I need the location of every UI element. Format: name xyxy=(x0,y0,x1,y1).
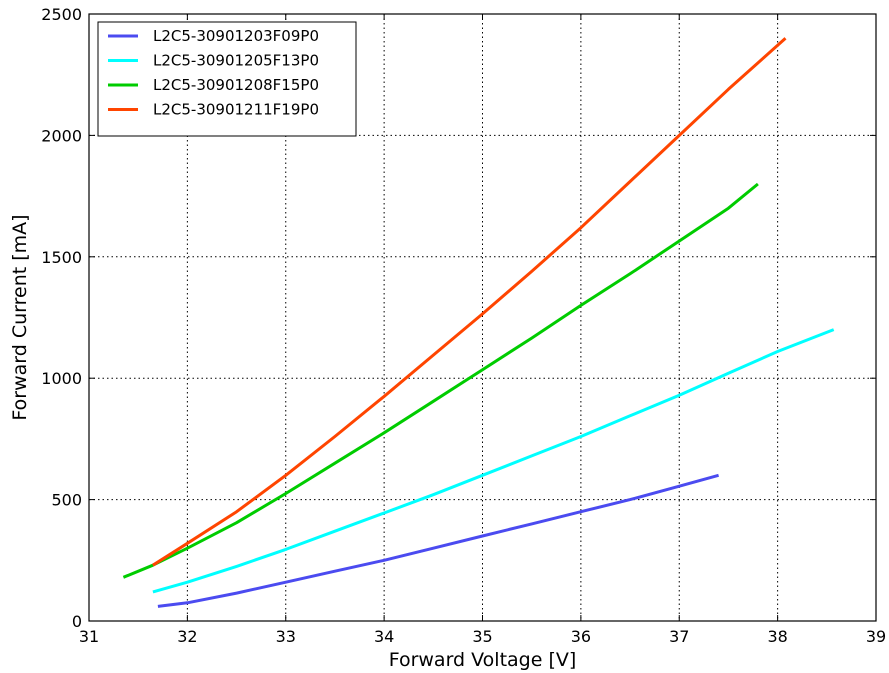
x-tick-labels: 31 32 33 34 35 36 37 38 39 xyxy=(79,627,886,646)
x-tick-label: 32 xyxy=(177,627,197,646)
series-line-1 xyxy=(157,473,720,608)
series-lines xyxy=(122,37,835,608)
legend-label: L2C5-30901211F19P0 xyxy=(153,101,319,119)
y-tick-label: 1500 xyxy=(41,248,82,267)
x-tick-label: 37 xyxy=(669,627,689,646)
legend-label: L2C5-30901205F13P0 xyxy=(153,52,319,70)
series-line-3 xyxy=(122,182,759,579)
series-line-2 xyxy=(152,328,835,594)
y-tick-label: 2000 xyxy=(41,126,82,145)
y-tick-label: 500 xyxy=(51,491,82,510)
x-tick-label: 35 xyxy=(472,627,492,646)
legend-label: L2C5-30901208F15P0 xyxy=(153,76,319,94)
legend-box xyxy=(97,21,357,137)
x-tick-label: 38 xyxy=(767,627,787,646)
y-tick-label: 2500 xyxy=(41,5,82,24)
y-tick-label: 1000 xyxy=(41,369,82,388)
x-tick-label: 36 xyxy=(571,627,591,646)
series-line-4 xyxy=(152,37,787,567)
x-tick-label: 33 xyxy=(276,627,296,646)
x-tick-label: 31 xyxy=(79,627,99,646)
legend-label: L2C5-30901203F09P0 xyxy=(153,27,319,45)
y-tick-label: 0 xyxy=(72,612,82,631)
x-axis-label: Forward Voltage [V] xyxy=(389,649,577,671)
x-tick-label: 34 xyxy=(374,627,394,646)
x-tick-label: 39 xyxy=(866,627,886,646)
plot-frame xyxy=(88,13,877,622)
legend: L2C5-30901203F09P0 L2C5-30901205F13P0 L2C5… xyxy=(97,21,357,137)
y-tick-labels: 0 500 1000 1500 2000 2500 xyxy=(41,5,82,631)
y-axis-label: Forward Current [mA] xyxy=(9,214,31,420)
